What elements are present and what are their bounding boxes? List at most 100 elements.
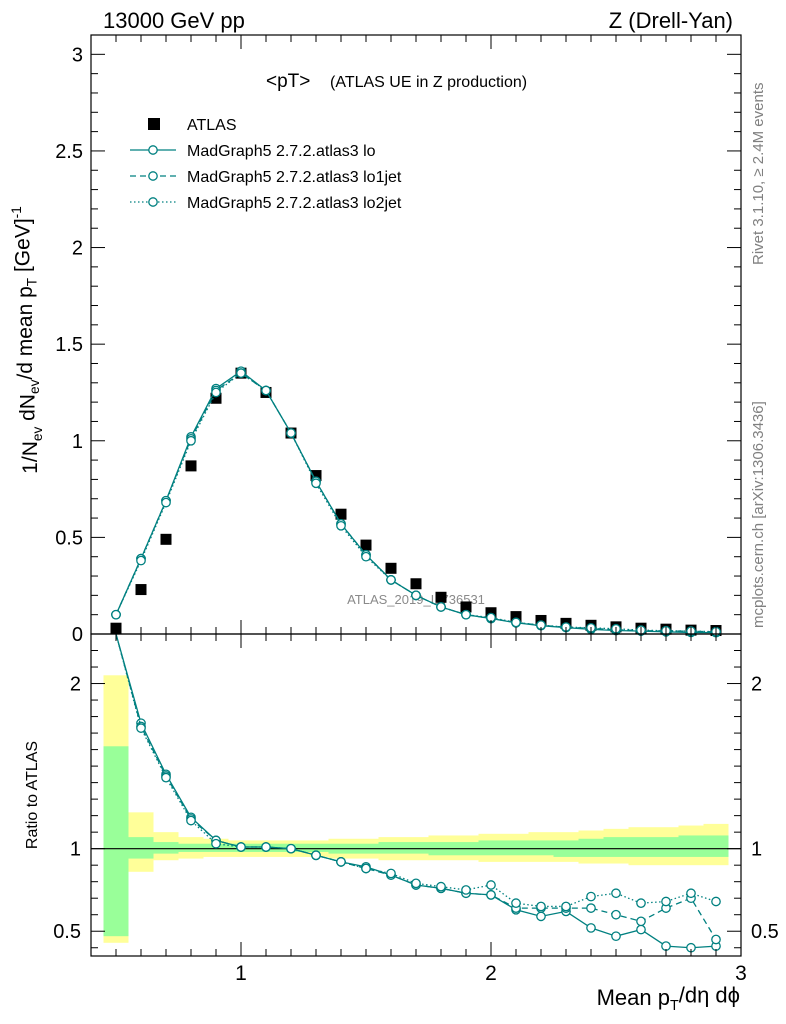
band-inner [703, 835, 729, 857]
mc-point [286, 843, 296, 854]
band-inner [628, 837, 654, 857]
atlas-data-point [435, 591, 447, 603]
legend-marker [148, 145, 158, 155]
main-ylabel: 1/Nev​ dNev​/d mean pT​ [GeV]-1​ [9, 206, 45, 474]
main-y-tick-label: 1 [72, 431, 83, 453]
mc-point [186, 435, 196, 446]
mc-point [436, 602, 446, 612]
legend-marker [148, 197, 158, 207]
main-y-tick-label: 2.5 [55, 141, 83, 163]
mc-point [561, 901, 571, 912]
mc-point [411, 878, 421, 889]
ratio-y-tick-label-right: 2 [751, 674, 762, 696]
mc-point [311, 850, 321, 861]
band-inner [153, 842, 179, 854]
mc-point [261, 842, 271, 852]
mc-point [311, 478, 321, 489]
mc-point [486, 890, 496, 900]
legend-marker-atlas [148, 118, 160, 130]
mc-point [261, 385, 271, 396]
band-inner [128, 837, 154, 859]
mc-point [661, 896, 671, 907]
legend-label: MadGraph5 2.7.2.atlas3 lo2jet [187, 195, 402, 212]
mc-point [236, 368, 246, 378]
mc-point [386, 868, 396, 879]
mc-point [686, 888, 696, 899]
mc-point [486, 880, 496, 890]
mc-point [711, 896, 721, 907]
mc-point [386, 575, 396, 585]
band-inner [678, 835, 704, 857]
side-label-top: Rivet 3.1.10, ≥ 2.4M events [750, 83, 767, 266]
main-y-tick-label: 1.5 [55, 334, 83, 356]
ratio-y-tick-label-right: 1 [751, 839, 762, 861]
ratio-y-tick-label-right: 0.5 [751, 921, 779, 943]
band-inner [578, 838, 604, 857]
legend-label: MadGraph5 2.7.2.atlas3 lo [187, 143, 376, 160]
band-inner [378, 842, 404, 854]
mc-point [636, 916, 646, 927]
x-tick-label: 1 [235, 962, 247, 985]
x-tick-label: 3 [735, 962, 747, 985]
band-inner [478, 840, 504, 856]
ratio-xlabel: Mean pT​/dη dϕ [597, 982, 740, 1014]
band-inner [103, 746, 129, 937]
atlas-data-point [310, 470, 322, 482]
mc-point [511, 617, 521, 628]
mc-point [511, 898, 521, 909]
mc-point [286, 428, 296, 438]
mc-point [336, 520, 346, 531]
band-inner [603, 837, 629, 857]
mc-point [536, 911, 546, 922]
legend-label: MadGraph5 2.7.2.atlas3 lo1jet [187, 169, 402, 186]
main-y-tick-label: 0 [72, 624, 83, 646]
mc-point [461, 885, 471, 895]
mc-point [611, 888, 621, 899]
mc-point [361, 551, 371, 562]
legend: ATLAS MadGraph5 2.7.2.atlas3 lo MadGraph5 … [130, 117, 402, 212]
legend-marker [148, 171, 158, 181]
mc-point [611, 909, 621, 920]
x-tick-label: 2 [485, 962, 497, 985]
band-inner [178, 843, 204, 852]
atlas-data-point [335, 508, 347, 520]
mc-point [186, 815, 196, 826]
atlas-data-point [210, 392, 222, 404]
atlas-data-point [360, 539, 372, 551]
mc-point [536, 901, 546, 912]
band-inner [653, 837, 679, 857]
mc-point [136, 723, 146, 733]
plot-title-main: <pT> [266, 71, 310, 92]
ratio-panel: 1 2 30.5 0.51 12 2 [53, 633, 779, 985]
mc-point [361, 863, 371, 874]
band-inner [503, 840, 529, 856]
header-left: 13000 GeV pp [103, 8, 245, 33]
mc-point [136, 555, 146, 566]
mc-point [586, 903, 596, 913]
mc-point [411, 590, 421, 601]
mc-point [211, 838, 221, 849]
side-label-bottom: mcplots.cern.ch [arXiv:1306.3436] [750, 401, 767, 628]
ratio-y-tick-label: 0.5 [53, 921, 81, 943]
band-inner [303, 843, 329, 852]
mc-point [636, 898, 646, 909]
mc-point [436, 881, 446, 892]
band-inner [403, 842, 429, 854]
atlas-data-point [135, 584, 147, 596]
atlas-data-point [385, 562, 397, 574]
mc-point [586, 891, 596, 902]
ratio-y-tick-label: 1 [70, 839, 81, 861]
plot-title-sub: (ATLAS UE in Z production) [330, 74, 527, 91]
mc-point [236, 842, 246, 852]
mc-point [161, 497, 171, 508]
mc-point [111, 609, 121, 620]
atlas-data-point [410, 578, 422, 590]
mc-point [161, 772, 171, 783]
mc-point [711, 934, 721, 945]
main-y-tick-label: 3 [72, 44, 83, 66]
mc-point [211, 387, 221, 398]
mc-point [461, 609, 471, 620]
main-y-tick-label: 2 [72, 238, 83, 260]
main-y-tick-label: 0.5 [55, 527, 83, 549]
